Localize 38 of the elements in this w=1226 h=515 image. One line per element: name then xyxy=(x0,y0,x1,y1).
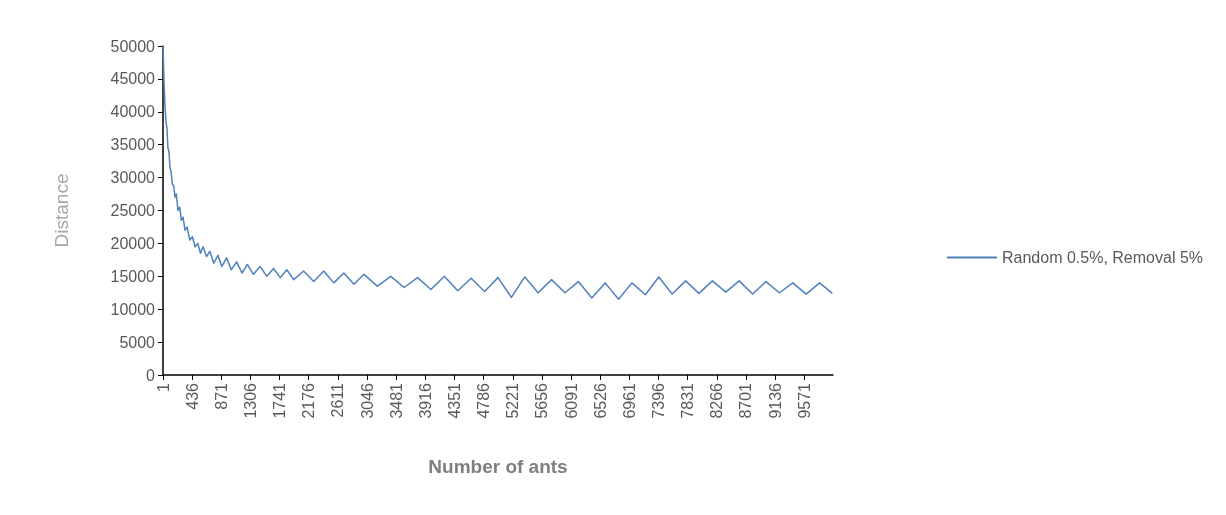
x-tick-label: 6091 xyxy=(562,382,580,419)
y-axis-title: Distance xyxy=(51,173,72,248)
x-tick-label: 9136 xyxy=(766,382,784,419)
x-tick-label: 6526 xyxy=(591,382,609,419)
x-tick-label: 7396 xyxy=(650,382,668,419)
y-tick-label: 30000 xyxy=(110,169,156,187)
y-tick-label: 10000 xyxy=(110,300,156,318)
y-tick-label: 15000 xyxy=(110,267,156,285)
x-tick-label: 7831 xyxy=(679,382,697,419)
x-tick-label: 3046 xyxy=(358,382,376,419)
x-tick-label: 2176 xyxy=(300,382,318,419)
x-tick-label: 5221 xyxy=(504,382,522,419)
y-tick-label: 40000 xyxy=(110,103,156,121)
x-tick-label: 6961 xyxy=(620,382,638,419)
y-tick-label: 20000 xyxy=(110,234,156,252)
x-tick-label: 871 xyxy=(212,382,230,410)
y-tick-label: 0 xyxy=(146,366,156,384)
y-tick-label: 35000 xyxy=(110,136,156,154)
x-tick-label: 4786 xyxy=(475,382,493,419)
legend-label: Random 0.5%, Removal 5% xyxy=(1002,249,1203,266)
x-tick-label: 3481 xyxy=(387,382,405,419)
x-tick-label: 8701 xyxy=(737,382,755,419)
x-tick-label: 8266 xyxy=(708,382,726,419)
x-tick-label: 1 xyxy=(154,382,172,392)
x-tick-label: 436 xyxy=(183,382,201,410)
y-tick-label: 5000 xyxy=(119,333,156,351)
x-tick-label: 3916 xyxy=(416,382,434,419)
x-tick-label: 5656 xyxy=(533,382,551,419)
y-tick-label: 45000 xyxy=(110,70,156,88)
y-tick-label: 25000 xyxy=(110,202,156,219)
y-tick-label: 50000 xyxy=(110,37,156,55)
x-tick-label: 2611 xyxy=(329,382,347,418)
line-series xyxy=(162,45,834,301)
x-tick-label: 9571 xyxy=(795,382,813,419)
x-tick-label: 1741 xyxy=(271,382,289,419)
x-tick-label: 1306 xyxy=(241,382,259,419)
x-axis-title: Number of ants xyxy=(428,456,568,477)
x-tick-label: 4351 xyxy=(445,382,463,419)
